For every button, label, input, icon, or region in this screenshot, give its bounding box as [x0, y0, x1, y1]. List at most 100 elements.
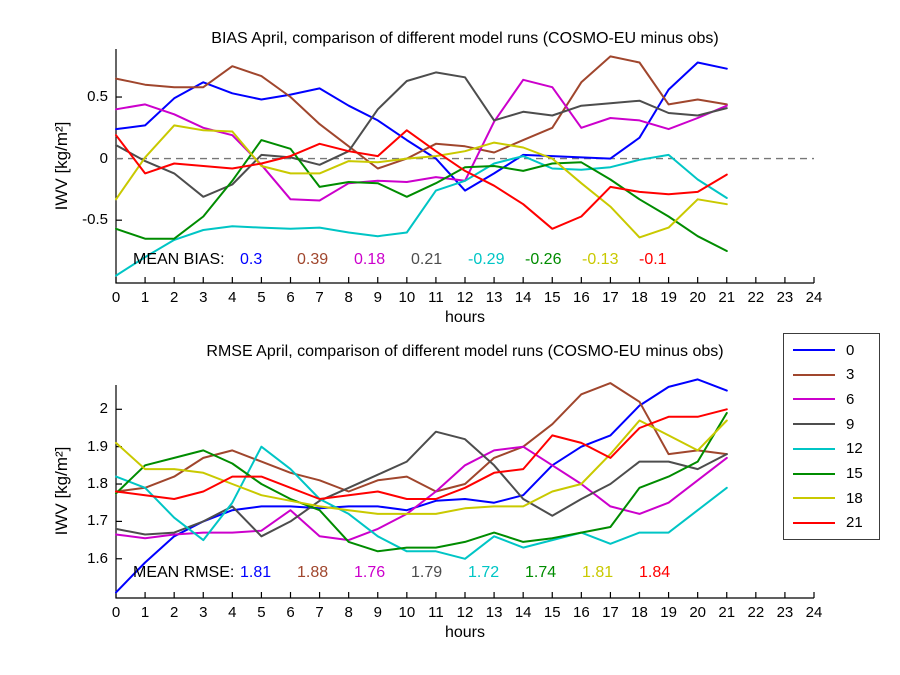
rmse-x-tick-label: 17: [602, 604, 619, 621]
rmse-x-tick-label: 10: [398, 604, 416, 621]
bias-y-tick-label: 0.5: [87, 88, 108, 106]
rmse-mean-value: 1.76: [354, 564, 386, 581]
bias-series-line-21: [115, 129, 728, 230]
bias-x-tick-label: 16: [572, 289, 590, 306]
rmse-x-tick-label: 6: [286, 604, 295, 621]
rmse-x-tick-label: 20: [689, 604, 706, 621]
bias-x-tick-label: 24: [805, 289, 823, 306]
legend-entry-21: 21: [784, 514, 879, 532]
rmse-x-tick-label: 18: [631, 604, 648, 621]
rmse-series-line-9: [115, 430, 728, 538]
bias-series-line-18: [115, 124, 728, 239]
bias-x-tick-label: 0: [111, 289, 121, 306]
legend-entry-15: 15: [784, 465, 879, 483]
bias-mean-value: -0.13: [582, 251, 619, 268]
bias-mean-value: 0.21: [411, 251, 443, 268]
rmse-series-line-6: [115, 445, 728, 542]
legend-line-sample: [793, 373, 835, 376]
legend-line-sample: [793, 472, 835, 475]
bias-y-tick-label: -0.5: [82, 211, 108, 229]
rmse-mean-value: 1.84: [639, 564, 671, 581]
legend-label: 6: [846, 390, 855, 408]
rmse-x-tick-label: 15: [543, 604, 561, 621]
bias-mean-value: 0.18: [354, 251, 386, 268]
rmse-x-tick-label: 16: [572, 604, 590, 621]
rmse-x-tick-label: 9: [373, 604, 382, 621]
rmse-x-tick-label: 13: [485, 604, 503, 621]
legend-label: 18: [846, 489, 863, 507]
bias-x-tick-label: 12: [456, 289, 474, 306]
rmse-mean-value: 1.72: [468, 564, 500, 581]
rmse-x-tick-label: 4: [228, 604, 237, 621]
legend-entry-3: 3: [784, 366, 879, 384]
legend-entry-18: 18: [784, 489, 879, 507]
legend-entry-12: 12: [784, 440, 879, 458]
rmse-x-tick-label: 23: [776, 604, 794, 621]
rmse-mean-value: 1.81: [582, 564, 614, 581]
bias-mean-value: 0.39: [297, 251, 329, 268]
rmse-series-line-18: [115, 419, 728, 515]
rmse-x-tick-label: 19: [660, 604, 677, 621]
bias-axes: [115, 49, 814, 284]
bias-x-tick-label: 6: [286, 289, 295, 306]
bias-x-tick-label: 21: [718, 289, 736, 306]
rmse-x-tick-label: 3: [199, 604, 208, 621]
bias-series-line-12: [115, 153, 728, 277]
rmse-series-line-21: [115, 408, 728, 500]
bias-x-tick-label: 17: [602, 289, 619, 306]
rmse-mean-row-label: MEAN RMSE:: [133, 564, 235, 581]
legend-entry-0: 0: [784, 341, 879, 359]
rmse-y-tick-label: 1.6: [87, 549, 108, 567]
rmse-mean-row: MEAN RMSE: 1.81 1.88 1.76 1.79 1.72 1.74 1.81 1.…: [133, 564, 696, 583]
rmse-series-line-15: [115, 412, 728, 553]
bias-mean-row-label: MEAN BIAS:: [133, 251, 225, 268]
bias-mean-value: -0.1: [639, 251, 667, 268]
rmse-x-tick-label: 0: [111, 604, 121, 621]
legend-line-sample: [793, 423, 835, 426]
rmse-x-tick-label: 7: [315, 604, 324, 621]
bias-x-tick-label: 7: [315, 289, 324, 306]
bias-x-tick-label: 10: [398, 289, 416, 306]
rmse-x-tick-label: 5: [257, 604, 266, 621]
bias-x-tick-label: 14: [514, 289, 532, 306]
bias-mean-values: 0.3 0.39 0.18 0.21 -0.29 -0.26 -0.13 -0.1: [240, 251, 696, 270]
rmse-x-tick-label: 14: [514, 604, 532, 621]
rmse-x-axis-label: hours: [444, 624, 486, 641]
bias-series-line-0: [115, 61, 728, 192]
bias-x-tick-label: 9: [373, 289, 382, 306]
bias-x-tick-label: 11: [428, 289, 444, 306]
bias-x-tick-label: 13: [485, 289, 503, 306]
bias-x-tick-label: 15: [543, 289, 561, 306]
rmse-series-line-12: [115, 445, 728, 560]
bias-chart-title: BIAS April, comparison of different mode…: [211, 30, 719, 47]
rmse-mean-value: 1.88: [297, 564, 329, 581]
bias-x-tick-label: 23: [776, 289, 794, 306]
rmse-x-tick-label: 12: [456, 604, 474, 621]
rmse-mean-value: 1.79: [411, 564, 443, 581]
bias-x-tick-label: 1: [140, 289, 150, 306]
legend-label: 9: [846, 415, 855, 433]
bias-x-tick-label: 8: [344, 289, 353, 306]
legend-entry-6: 6: [784, 390, 879, 408]
rmse-x-tick-label: 21: [718, 604, 736, 621]
bias-x-tick-label: 22: [747, 289, 765, 306]
legend-line-sample: [793, 349, 835, 351]
bias-x-tick-label: 5: [257, 289, 266, 306]
rmse-y-tick-label: 1.7: [87, 512, 108, 530]
legend-label: 0: [846, 341, 855, 359]
legend-line-sample: [793, 447, 835, 450]
bias-mean-row: MEAN BIAS: 0.3 0.39 0.18 0.21 -0.29 -0.26 -0.13…: [133, 251, 696, 270]
rmse-series-line-0: [115, 378, 728, 594]
rmse-x-tick-label: 11: [428, 604, 444, 621]
bias-x-tick-label: 4: [228, 289, 237, 306]
legend-box: 0 3 6 9 12 15 18 21: [783, 333, 880, 540]
rmse-x-tick-label: 2: [169, 604, 179, 621]
legend-line-sample: [793, 398, 835, 401]
rmse-x-tick-label: 22: [747, 604, 765, 621]
legend-line-sample: [793, 521, 835, 524]
rmse-x-tick-label: 24: [805, 604, 823, 621]
rmse-x-tick-label: 1: [140, 604, 150, 621]
legend-label: 3: [846, 366, 855, 384]
